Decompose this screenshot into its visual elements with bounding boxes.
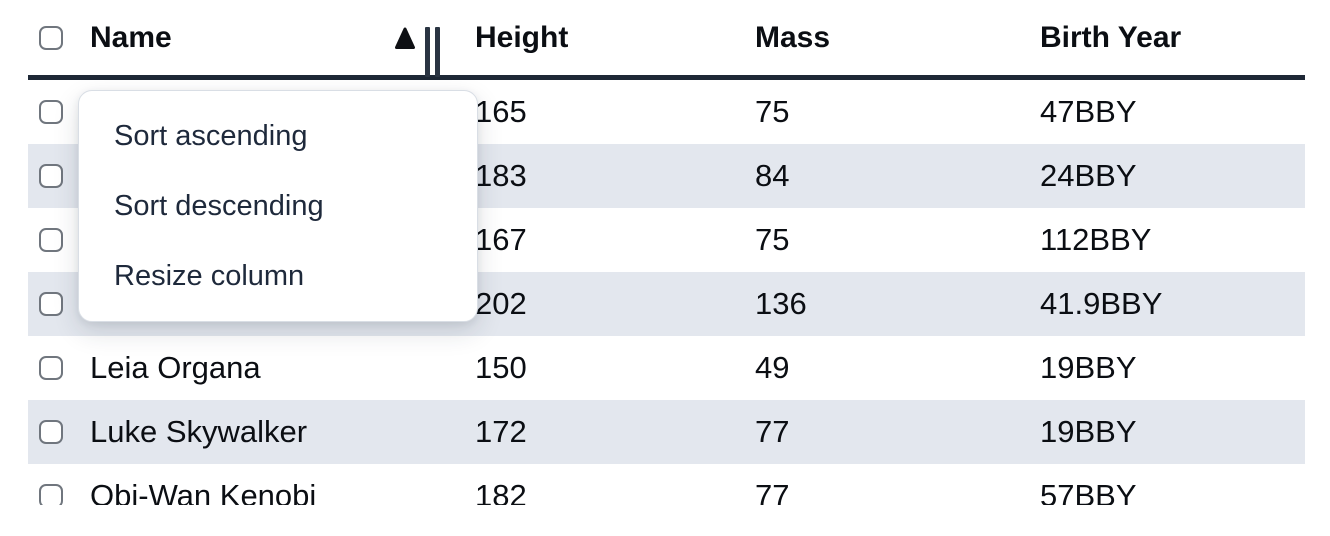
cell-birth-year: 47BBY	[1040, 94, 1137, 129]
sort-ascending-icon[interactable]	[395, 26, 415, 51]
cell-height: 182	[475, 478, 527, 505]
row-checkbox[interactable]	[39, 356, 63, 380]
cell-height: 150	[475, 350, 527, 385]
cell-mass: 75	[755, 94, 790, 129]
cell-name: Obi-Wan Kenobi	[90, 478, 317, 505]
column-header-height[interactable]: Height	[475, 20, 569, 54]
table-row: Obi-Wan Kenobi 182 77 57BBY	[28, 464, 1305, 505]
cell-height: 183	[475, 158, 527, 193]
column-header-birth-year[interactable]: Birth Year	[1040, 20, 1182, 54]
cell-mass: 49	[755, 350, 790, 385]
menu-item-sort-descending[interactable]: Sort descending	[114, 189, 324, 222]
cell-mass: 136	[755, 286, 807, 321]
table-header: Name Height Mass Birth Year	[28, 0, 1305, 80]
row-checkbox[interactable]	[39, 228, 63, 252]
row-checkbox[interactable]	[39, 100, 63, 124]
row-checkbox[interactable]	[39, 484, 63, 505]
row-checkbox[interactable]	[39, 292, 63, 316]
cell-height: 172	[475, 414, 527, 449]
column-header-mass[interactable]: Mass	[755, 20, 831, 54]
cell-birth-year: 19BBY	[1040, 350, 1137, 385]
table-row: Leia Organa 150 49 19BBY	[28, 336, 1305, 400]
row-checkbox[interactable]	[39, 420, 63, 444]
menu-item-resize-column[interactable]: Resize column	[114, 259, 305, 292]
cell-birth-year: 19BBY	[1040, 414, 1137, 449]
cell-mass: 77	[755, 478, 790, 505]
cell-name: Leia Organa	[90, 350, 261, 385]
resize-bar	[435, 27, 440, 77]
cell-height: 202	[475, 286, 527, 321]
menu-item-sort-ascending[interactable]: Sort ascending	[114, 119, 308, 152]
cell-birth-year: 41.9BBY	[1040, 286, 1163, 321]
cell-height: 165	[475, 94, 527, 129]
resize-bar	[425, 27, 430, 77]
column-context-menu: Sort ascending Sort descending Resize co…	[78, 90, 478, 322]
cell-birth-year: 112BBY	[1040, 222, 1152, 257]
select-all-checkbox[interactable]	[39, 25, 63, 50]
cell-mass: 77	[755, 414, 790, 449]
column-header-name[interactable]: Name	[90, 20, 172, 54]
row-checkbox[interactable]	[39, 164, 63, 188]
cell-mass: 75	[755, 222, 790, 257]
cell-height: 167	[475, 222, 527, 257]
cell-name: Luke Skywalker	[90, 414, 308, 449]
cell-birth-year: 24BBY	[1040, 158, 1137, 193]
cell-mass: 84	[755, 158, 790, 193]
cell-birth-year: 57BBY	[1040, 478, 1137, 505]
header-checkbox-cell	[28, 25, 90, 50]
table-viewport: Name Height Mass Birth Year 165 75 47BBY…	[28, 0, 1305, 505]
table-row: Luke Skywalker 172 77 19BBY	[28, 400, 1305, 464]
column-resize-handle[interactable]	[425, 27, 440, 77]
